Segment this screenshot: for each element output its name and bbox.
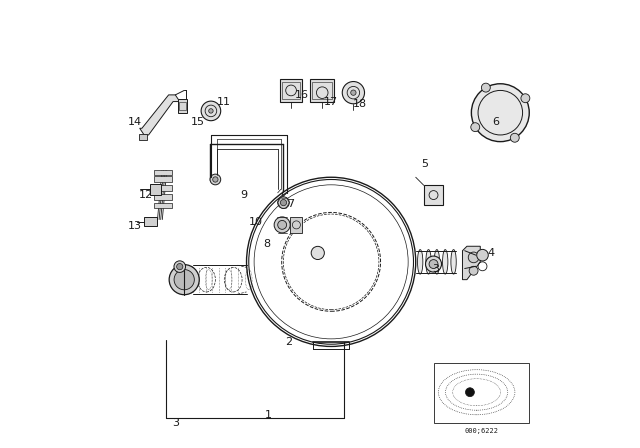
Circle shape bbox=[210, 174, 221, 185]
Text: 8: 8 bbox=[263, 239, 270, 249]
Bar bbox=[154, 170, 172, 175]
Bar bbox=[433, 363, 529, 423]
Bar bbox=[154, 203, 172, 208]
Text: 000;6222: 000;6222 bbox=[465, 428, 499, 435]
Ellipse shape bbox=[434, 250, 440, 274]
Circle shape bbox=[278, 220, 287, 229]
Bar bbox=[177, 99, 188, 113]
Circle shape bbox=[174, 270, 195, 290]
Circle shape bbox=[351, 90, 356, 95]
Circle shape bbox=[426, 256, 442, 272]
Text: 3: 3 bbox=[172, 418, 179, 428]
Circle shape bbox=[465, 388, 474, 396]
Text: 4: 4 bbox=[488, 248, 495, 258]
Text: 10: 10 bbox=[248, 217, 262, 227]
Circle shape bbox=[510, 134, 519, 142]
Text: 2: 2 bbox=[285, 337, 292, 347]
Bar bbox=[310, 79, 334, 102]
Ellipse shape bbox=[417, 250, 423, 274]
Circle shape bbox=[342, 82, 365, 104]
Circle shape bbox=[521, 94, 530, 103]
Bar bbox=[280, 79, 302, 102]
Bar bbox=[282, 82, 300, 99]
Text: 12: 12 bbox=[138, 190, 152, 200]
Ellipse shape bbox=[426, 250, 431, 274]
Circle shape bbox=[274, 217, 290, 233]
Text: 18: 18 bbox=[353, 99, 367, 109]
Text: 9: 9 bbox=[241, 190, 248, 200]
Text: 16: 16 bbox=[295, 90, 309, 100]
Text: 14: 14 bbox=[128, 116, 142, 127]
Circle shape bbox=[311, 246, 324, 259]
Text: 3: 3 bbox=[432, 263, 439, 274]
Text: 11: 11 bbox=[217, 97, 231, 107]
Circle shape bbox=[278, 197, 289, 208]
Bar bbox=[312, 82, 332, 99]
Bar bbox=[139, 134, 147, 140]
Circle shape bbox=[477, 250, 488, 261]
Text: 13: 13 bbox=[128, 221, 142, 231]
Circle shape bbox=[468, 252, 479, 263]
Bar bbox=[290, 217, 302, 233]
Circle shape bbox=[201, 101, 221, 121]
Ellipse shape bbox=[442, 250, 448, 274]
Circle shape bbox=[469, 266, 478, 275]
Bar bbox=[150, 184, 161, 195]
Polygon shape bbox=[463, 246, 480, 280]
Polygon shape bbox=[140, 95, 180, 135]
Text: 1: 1 bbox=[266, 409, 272, 420]
Circle shape bbox=[209, 109, 213, 113]
Circle shape bbox=[481, 83, 490, 92]
Text: 17: 17 bbox=[324, 97, 338, 107]
Text: 7: 7 bbox=[287, 199, 294, 209]
Circle shape bbox=[212, 177, 218, 182]
Bar bbox=[424, 185, 444, 205]
Text: 5: 5 bbox=[421, 159, 428, 169]
Circle shape bbox=[177, 263, 183, 270]
Circle shape bbox=[429, 260, 438, 268]
Circle shape bbox=[471, 123, 480, 132]
Circle shape bbox=[174, 261, 186, 272]
Bar bbox=[179, 102, 186, 111]
Bar bbox=[144, 217, 157, 226]
Circle shape bbox=[169, 265, 199, 295]
Text: 6: 6 bbox=[492, 116, 499, 127]
Ellipse shape bbox=[451, 250, 456, 274]
Text: 15: 15 bbox=[191, 116, 205, 127]
Bar bbox=[154, 177, 172, 182]
Ellipse shape bbox=[186, 267, 196, 293]
Circle shape bbox=[280, 199, 287, 206]
Bar bbox=[154, 185, 172, 190]
Circle shape bbox=[472, 84, 529, 142]
Bar bbox=[154, 194, 172, 199]
